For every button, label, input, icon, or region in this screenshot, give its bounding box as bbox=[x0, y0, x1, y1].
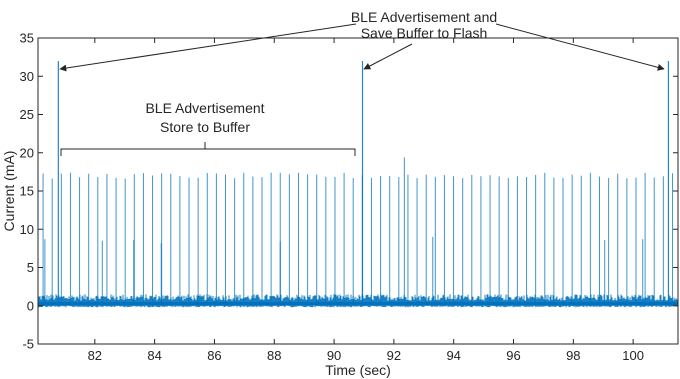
x-tick-label: 84 bbox=[147, 348, 161, 363]
y-axis-label: Current (mA) bbox=[1, 151, 17, 232]
flash-annotation-line1: BLE Advertisement and bbox=[351, 9, 497, 25]
buffer-annotation-line1: BLE Advertisement bbox=[145, 100, 264, 116]
x-tick-label: 92 bbox=[387, 348, 401, 363]
x-tick-label: 100 bbox=[622, 348, 644, 363]
y-tick-label: 5 bbox=[27, 260, 34, 275]
arrow-to-third-flash-spike bbox=[495, 23, 665, 71]
mid-spikes bbox=[44, 157, 644, 306]
data-layer bbox=[37, 60, 679, 308]
y-tick-label: 20 bbox=[20, 145, 34, 160]
x-tick-label: 86 bbox=[207, 348, 221, 363]
y-tick-label: 10 bbox=[20, 222, 34, 237]
x-tick-label: 90 bbox=[327, 348, 341, 363]
y-tick-label: -5 bbox=[22, 337, 34, 352]
y-tick-label: 0 bbox=[27, 298, 34, 313]
arrow-to-second-flash-spike bbox=[363, 43, 413, 70]
flash-spikes bbox=[57, 60, 670, 306]
plot-area bbox=[38, 38, 678, 344]
x-tick-label: 88 bbox=[267, 348, 281, 363]
x-tick-label: 94 bbox=[446, 348, 460, 363]
advertisement-spikes bbox=[42, 172, 673, 306]
x-axis-label: Time (sec) bbox=[325, 362, 391, 378]
x-tick-label: 82 bbox=[88, 348, 102, 363]
arrow-to-first-flash-spike bbox=[59, 23, 357, 72]
y-tick-label: 25 bbox=[20, 107, 34, 122]
y-tick-label: 35 bbox=[20, 31, 34, 46]
y-tick-label: 30 bbox=[20, 69, 34, 84]
buffer-annotation: BLE Advertisement Store to Buffer bbox=[60, 100, 356, 156]
x-tick-label: 98 bbox=[566, 348, 580, 363]
buffer-annotation-line2: Store to Buffer bbox=[160, 119, 250, 135]
x-tick-label: 96 bbox=[506, 348, 520, 363]
y-tick-label: 15 bbox=[20, 184, 34, 199]
flash-annotation-line2: Save Buffer to Flash bbox=[361, 25, 488, 41]
buffer-annotation-brace bbox=[60, 142, 356, 156]
flash-annotation: BLE Advertisement and Save Buffer to Fla… bbox=[59, 9, 665, 72]
ticks-layer: -5 0 5 10 15 20 25 30 35 82 84 86 88 90 92 94 96 98 100 bbox=[20, 31, 678, 363]
